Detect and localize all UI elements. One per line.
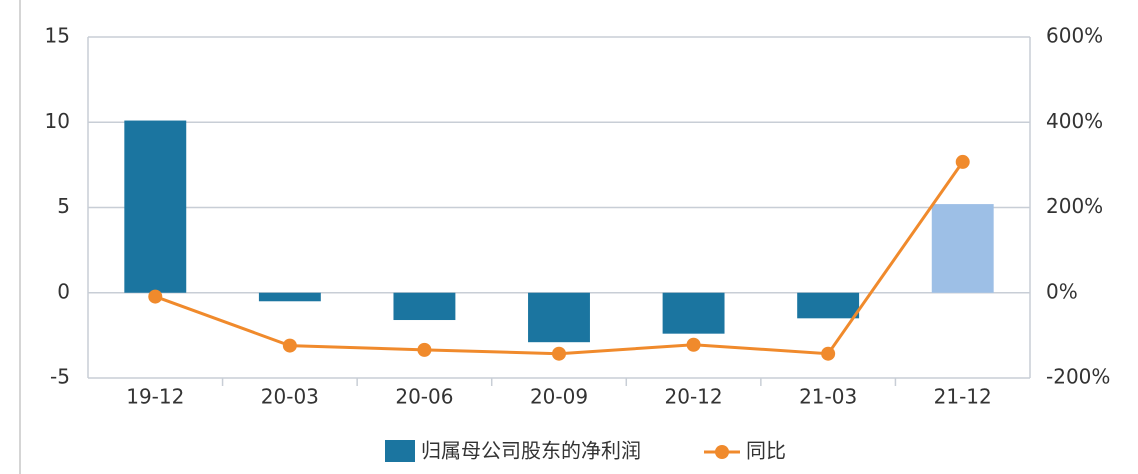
bar [528,292,590,343]
bar [393,292,456,321]
legend-swatch [715,445,729,459]
x-tick-label: 19-12 [126,385,184,409]
line-point [686,337,701,352]
line-point [282,338,297,353]
legend-label: 同比 [746,439,786,463]
line-point [552,346,566,361]
bar [258,292,321,302]
bar [124,120,187,293]
x-tick-label: 20-06 [395,385,453,409]
x-tick-label: 21-12 [934,385,992,409]
y2-tick-label: 400% [1046,109,1103,133]
x-tick-label: 20-09 [530,385,588,409]
y2-tick-label: 200% [1046,194,1103,218]
line-point [821,346,836,361]
x-tick-label: 20-12 [665,385,723,409]
line-point [955,154,970,169]
legend-label: 归属母公司股东的净利润 [421,439,641,463]
bar [797,292,860,319]
x-tick-label: 20-03 [261,385,319,409]
legend-swatch [385,440,415,462]
y-tick-label: -5 [50,365,70,389]
y2-tick-label: 600% [1046,24,1103,48]
y-tick-label: 10 [45,109,70,133]
line-point [148,289,163,304]
y2-tick-label: -200% [1046,365,1110,389]
y-tick-label: 0 [57,279,70,303]
bar [662,292,725,334]
y2-tick-label: 0% [1046,279,1078,303]
x-tick-label: 21-03 [799,385,857,409]
y-tick-label: 5 [57,194,70,218]
y-tick-label: 15 [45,24,70,48]
line-point [417,342,432,357]
bar [931,204,994,293]
